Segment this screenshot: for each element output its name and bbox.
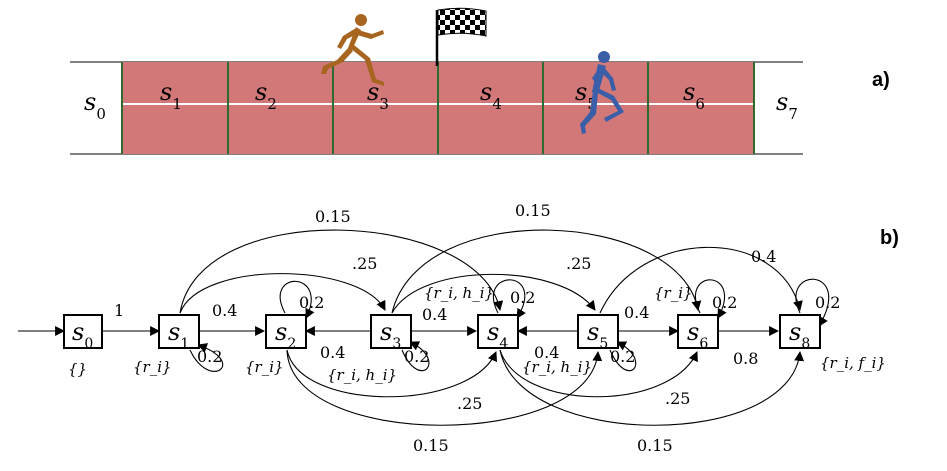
state-s5: s5 (577, 314, 619, 352)
svg-text:s2: s2 (275, 318, 296, 352)
runner-blue-icon (580, 51, 624, 134)
cell-label-s3: s3 (367, 78, 389, 113)
state-s4: s4 (477, 314, 519, 352)
state-set-s5: {r_i, h_i} (522, 358, 592, 376)
cell-label-s4: s4 (480, 78, 502, 113)
panel-b: b) s0 s1 (18, 201, 899, 455)
svg-text:s1: s1 (168, 318, 189, 352)
cell-label-s2: s2 (255, 78, 277, 113)
label-s5-loop: 0.2 (610, 347, 635, 366)
edge-s3-s6 (391, 229, 702, 314)
loop-s3 (401, 341, 430, 372)
label-s6-loop: 0.2 (712, 293, 737, 312)
state-set-s0: {} (68, 360, 87, 378)
state-set-s6: {r_i} (654, 284, 693, 302)
edge-s5-s8 (599, 246, 803, 314)
svg-text:s6: s6 (687, 318, 708, 352)
label-s4-loop: 0.2 (510, 288, 535, 307)
state-set-s1: {r_i} (133, 358, 172, 376)
state-s8: s8 (779, 314, 821, 352)
panel-a-label: a) (872, 69, 890, 91)
label-s3-s4: 0.4 (422, 305, 447, 324)
runner-brown-icon (321, 14, 384, 86)
label-s3-loop: 0.2 (404, 347, 429, 366)
state-set-s4: {r_i, h_i} (424, 284, 494, 302)
label-s2-s5: 0.15 (413, 436, 449, 455)
label-s4-s8: 0.15 (637, 436, 673, 455)
edge-s4-s6 (499, 349, 698, 398)
svg-text:s0: s0 (72, 318, 93, 352)
loop-s2 (279, 280, 315, 319)
state-s6: s6 (677, 314, 719, 352)
state-set-s8: {r_i, f_i} (820, 354, 886, 372)
svg-text:s5: s5 (587, 318, 608, 352)
label-s3-s2: 0.4 (320, 343, 345, 362)
state-s1: s1 (158, 314, 200, 352)
svg-text:s4: s4 (487, 318, 508, 352)
edge-s1-s3 (179, 273, 386, 314)
state-s3: s3 (370, 314, 412, 352)
loop-s1 (189, 343, 224, 372)
cell-label-s7: s7 (776, 88, 798, 123)
edge-s1-s4 (179, 229, 504, 314)
label-s6-s8: 0.8 (733, 349, 758, 368)
loop-s6 (694, 279, 727, 319)
svg-text:s8: s8 (789, 318, 810, 352)
panel-a: a) s0 s1 s2 s3 s4 s5 s6 s7 (70, 7, 890, 155)
label-s4-s6: .25 (665, 389, 690, 408)
state-s2: s2 (265, 314, 307, 352)
label-s1-s2: 0.4 (212, 301, 237, 320)
track-dividers (121, 62, 755, 154)
state-set-s2: {r_i} (245, 358, 284, 376)
label-s1-loop: 0.2 (197, 347, 222, 366)
label-s3-s6: 0.15 (515, 201, 551, 220)
edge-s4-s8 (499, 349, 804, 426)
cell-label-s6: s6 (683, 78, 705, 113)
label-s1-s3: .25 (352, 254, 377, 273)
state-s0: s0 (63, 314, 103, 352)
label-s8-loop: 0.2 (815, 293, 840, 312)
edge-s2-s4 (286, 349, 497, 398)
loop-s5 (609, 341, 637, 372)
edge-s3-s5 (391, 273, 596, 314)
panel-b-label: b) (880, 227, 899, 249)
label-s2-s4: .25 (457, 394, 482, 413)
label-s5-s4: 0.4 (534, 343, 559, 362)
edge-s2-s5 (286, 349, 603, 426)
label-s5-s6: 0.4 (624, 303, 649, 322)
checkered-flag-icon (435, 7, 487, 66)
label-s3-s5: .25 (566, 254, 591, 273)
label-s0-s1: 1 (114, 301, 124, 320)
cell-label-s1: s1 (160, 78, 182, 113)
cell-label-s0: s0 (84, 88, 106, 123)
label-s1-s4: 0.15 (315, 207, 351, 226)
loop-s4 (492, 279, 526, 319)
state-set-s3: {r_i, h_i} (327, 366, 397, 384)
label-s5-s8: 0.4 (751, 247, 776, 266)
label-s2-loop: 0.2 (299, 293, 324, 312)
svg-text:s3: s3 (380, 318, 401, 352)
